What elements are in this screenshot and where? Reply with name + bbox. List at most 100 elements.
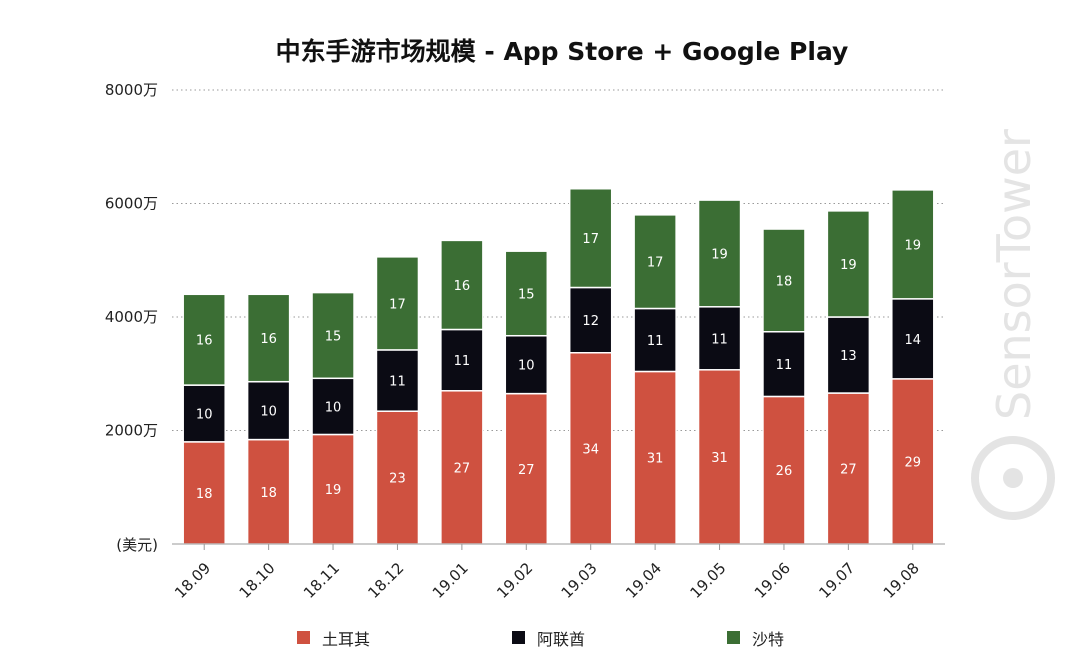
bar-stack-19.08: 29 14 19: [891, 189, 935, 545]
bar-segment: [826, 210, 871, 318]
data-label: 13: [840, 349, 857, 364]
data-label: 31: [711, 451, 728, 466]
bar-segment: [246, 380, 291, 441]
data-label: 12: [582, 314, 599, 329]
data-label: 31: [647, 452, 664, 467]
x-tick-label: 19.02: [493, 559, 536, 602]
legend: 土耳其 阿联酋 沙特: [297, 630, 784, 649]
data-label: 18: [196, 487, 213, 502]
legend-item: 沙特: [727, 630, 784, 649]
data-label: 16: [260, 332, 277, 347]
bar-stack-19.02: 27 10 15: [504, 250, 549, 545]
gridlines: [172, 89, 945, 431]
data-label: 11: [454, 354, 471, 369]
y-axis-tick-labels: 2000万 4000万 6000万 8000万: [105, 81, 158, 440]
legend-item: 土耳其: [297, 630, 370, 649]
legend-swatch: [727, 631, 740, 644]
bar-stack-19.04: 31 11 17: [633, 214, 677, 545]
bar-segment: [762, 228, 806, 333]
bar-segment: [504, 250, 549, 337]
bar-segment: [826, 316, 871, 394]
watermark: SensorTower: [971, 129, 1055, 520]
x-tick-label: 18.09: [171, 559, 214, 602]
legend-item: 阿联酋: [512, 630, 585, 649]
x-axis-tick-labels: 18.09 18.10 18.11 18.12 19.01 19.02 19.03 19.04…: [171, 544, 923, 602]
data-label: 19: [325, 483, 342, 498]
data-label: 19: [840, 258, 857, 273]
data-label: 29: [905, 455, 922, 470]
data-label: 27: [840, 463, 857, 478]
data-label: 23: [389, 472, 406, 487]
bar-stack-18.09: 18 10 16: [182, 293, 226, 545]
bar-segment: [246, 293, 291, 383]
legend-label: 阿联酋: [537, 630, 585, 649]
watermark-text: SensorTower: [987, 129, 1041, 420]
data-label: 18: [776, 274, 793, 289]
data-label: 11: [711, 332, 728, 347]
bar-segment: [375, 256, 420, 351]
bar-segment: [633, 214, 677, 310]
bar-segment: [762, 331, 806, 398]
data-label: 27: [518, 463, 535, 478]
bar-segment: [633, 370, 677, 545]
x-tick-label: 19.06: [751, 559, 794, 602]
data-label: 11: [389, 375, 406, 390]
x-tick-label: 19.03: [558, 559, 601, 602]
data-label: 11: [776, 358, 793, 373]
bar-stack-19.06: 26 11 18: [762, 228, 806, 545]
x-tick-label: 19.07: [815, 559, 858, 602]
chart-title: 中东手游市场规模 - App Store + Google Play: [276, 37, 849, 66]
x-tick-label: 19.01: [429, 559, 472, 602]
legend-label: 土耳其: [322, 630, 370, 649]
data-label: 10: [260, 405, 277, 420]
bar-segment: [891, 189, 935, 300]
data-label: 18: [260, 486, 277, 501]
data-label: 15: [518, 287, 535, 302]
data-label: 19: [905, 238, 922, 253]
bar-segment: [697, 199, 742, 308]
data-label: 17: [582, 232, 599, 247]
data-label: 16: [454, 279, 471, 294]
data-label: 16: [196, 334, 213, 349]
y-tick-label: 6000万: [105, 195, 158, 213]
data-label: 26: [776, 464, 793, 479]
data-label: 15: [325, 329, 342, 344]
data-label: 11: [647, 334, 664, 349]
bars: 18 10 16 18 10 16 19 10 15 23 11 17 27 11 16 27 10 15 34 12…: [182, 187, 935, 545]
legend-swatch: [297, 631, 310, 644]
bar-stack-19.01: 27 11 16: [440, 239, 484, 545]
legend-label: 沙特: [752, 630, 784, 649]
bar-segment: [440, 239, 484, 331]
bar-stack-18.10: 18 10 16: [246, 293, 291, 545]
watermark-logo-ring: [971, 436, 1055, 520]
bar-segment: [440, 328, 484, 392]
bar-stack-19.07: 27 13 19: [826, 210, 871, 545]
y-tick-label: 2000万: [105, 422, 158, 440]
x-tick-label: 18.12: [364, 559, 407, 602]
bar-segment: [568, 187, 613, 289]
data-label: 17: [647, 256, 664, 271]
data-label: 27: [454, 461, 471, 476]
data-label: 10: [196, 407, 213, 422]
data-label: 10: [325, 400, 342, 415]
data-label: 17: [389, 297, 406, 312]
bar-segment: [182, 384, 226, 443]
bar-stack-18.11: 19 10 15: [311, 291, 355, 545]
bar-segment: [311, 433, 355, 545]
bar-stack-18.12: 23 11 17: [375, 256, 420, 545]
x-tick-label: 19.08: [880, 559, 923, 602]
x-tick-label: 18.10: [236, 559, 279, 602]
y-unit-label: (美元): [116, 536, 158, 554]
x-tick-label: 18.11: [300, 559, 343, 602]
bar-segment: [375, 349, 420, 412]
bar-segment: [311, 377, 355, 436]
watermark-logo-dot: [1003, 468, 1023, 488]
bar-segment: [182, 293, 226, 386]
bar-stack-19.03: 34 12 17: [568, 187, 613, 545]
bar-segment: [826, 392, 871, 545]
bar-stack-19.05: 31 11 19: [697, 199, 742, 545]
legend-swatch: [512, 631, 525, 644]
y-tick-label: 8000万: [105, 81, 158, 99]
data-label: 14: [905, 333, 922, 348]
bar-segment: [311, 291, 355, 380]
